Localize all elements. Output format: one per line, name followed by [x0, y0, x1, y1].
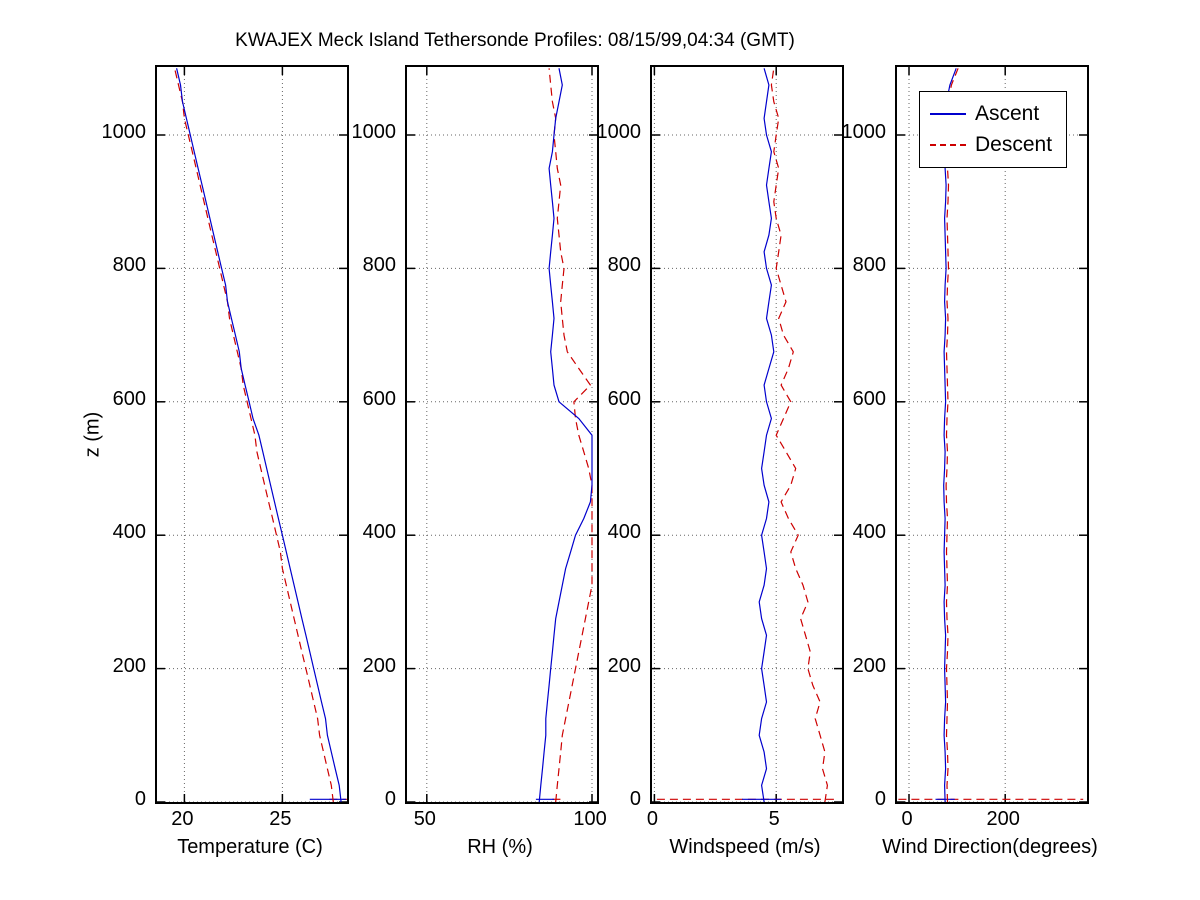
x-axis-label-temperature: Temperature (C)	[177, 836, 323, 858]
chart-title: KWAJEX Meck Island Tethersonde Profiles:…	[235, 30, 795, 51]
x-axis-label-windspeed: Windspeed (m/s)	[669, 836, 821, 858]
x-tick-label: 5	[768, 808, 780, 830]
y-tick-label: 800	[607, 254, 641, 277]
legend-entry-descent: Descent	[930, 133, 1052, 157]
ascent-line	[538, 68, 593, 802]
y-tick-label: 200	[112, 654, 146, 677]
ascent-line	[758, 68, 775, 802]
x-tick-label: 100	[573, 808, 607, 830]
y-tick-label: 800	[362, 254, 396, 277]
x-tick-label: 0	[646, 808, 658, 830]
y-tick-label: 1000	[351, 121, 397, 144]
plot-temperature	[157, 67, 347, 802]
panel-windspeed	[650, 65, 844, 804]
panel-rh	[405, 65, 599, 804]
ascent-line	[943, 68, 957, 802]
y-tick-label: 400	[852, 521, 886, 544]
y-tick-label: 1000	[596, 121, 642, 144]
ascent-line-sample	[930, 113, 966, 115]
y-tick-label: 800	[852, 254, 886, 277]
x-axis-label-rh: RH (%)	[467, 836, 533, 858]
plot-rh	[407, 67, 597, 802]
y-tick-label: 600	[112, 387, 146, 410]
descent-line	[174, 68, 334, 802]
legend-label-descent: Descent	[975, 133, 1053, 156]
y-tick-label: 1000	[101, 121, 147, 144]
x-tick-label: 0	[901, 808, 913, 830]
legend-entry-ascent: Ascent	[930, 102, 1052, 126]
y-tick-label: 200	[852, 654, 886, 677]
y-tick-label: 400	[112, 521, 146, 544]
y-tick-label: 400	[362, 521, 396, 544]
panel-wind-direction	[895, 65, 1089, 804]
y-tick-label: 0	[134, 788, 146, 810]
y-tick-label: 800	[112, 254, 146, 277]
y-tick-label: 200	[362, 654, 396, 677]
x-tick-label: 25	[269, 808, 292, 830]
y-tick-label: 0	[629, 788, 641, 810]
y-tick-label: 200	[607, 654, 641, 677]
plot-windspeed	[652, 67, 842, 802]
x-tick-label: 200	[986, 808, 1020, 830]
descent-line	[548, 68, 593, 802]
ascent-line	[176, 68, 342, 802]
legend-label-ascent: Ascent	[975, 102, 1040, 125]
descent-line	[770, 68, 829, 802]
panel-temperature	[155, 65, 349, 804]
y-tick-label: 600	[362, 387, 396, 410]
descent-line	[945, 68, 959, 802]
y-tick-label: 1000	[841, 121, 887, 144]
y-tick-label: 600	[607, 387, 641, 410]
y-tick-label: 600	[852, 387, 886, 410]
y-tick-label: 400	[607, 521, 641, 544]
x-tick-label: 50	[413, 808, 436, 830]
y-tick-label: 0	[384, 788, 396, 810]
descent-line-sample	[930, 144, 966, 146]
x-tick-label: 20	[171, 808, 194, 830]
legend: Ascent Descent	[919, 91, 1068, 168]
y-tick-label: 0	[874, 788, 886, 810]
plot-wind-direction	[897, 67, 1087, 802]
x-axis-label-wind-direction: Wind Direction(degrees)	[882, 836, 1098, 858]
